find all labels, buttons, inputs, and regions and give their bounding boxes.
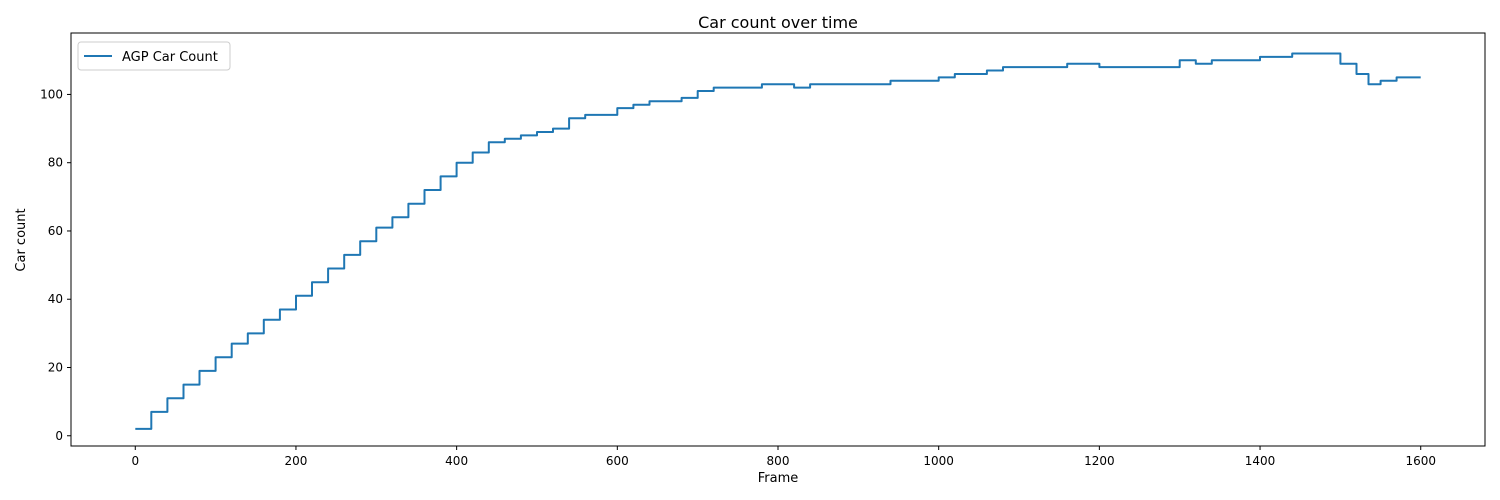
x-tick-label: 1600 — [1405, 454, 1436, 468]
legend: AGP Car Count — [77, 41, 231, 71]
x-tick-label: 1200 — [1084, 454, 1115, 468]
x-tick-label: 1000 — [923, 454, 954, 468]
legend-label: AGP Car Count — [122, 50, 218, 65]
x-axis-label: Frame — [758, 471, 799, 486]
x-tick-label: 0 — [131, 454, 139, 468]
legend-box — [77, 41, 231, 71]
y-tick-label: 100 — [40, 87, 63, 101]
x-tick-label: 800 — [767, 454, 790, 468]
x-tick-label: 400 — [445, 454, 468, 468]
y-tick-label: 0 — [55, 429, 63, 443]
x-tick-label: 1400 — [1245, 454, 1276, 468]
x-tick-label: 600 — [606, 454, 629, 468]
chart-title: Car count over time — [698, 13, 858, 32]
y-tick-label: 40 — [48, 292, 63, 306]
y-tick-label: 80 — [48, 156, 63, 170]
x-axis-ticks: 0 200 400 600 800 1000 1200 1400 1600 — [131, 446, 1436, 468]
y-axis-ticks: 0 20 40 60 80 100 — [40, 87, 71, 443]
series-line-agp-car-count — [135, 52, 1421, 430]
y-axis-label: Car count — [14, 208, 29, 271]
y-tick-label: 20 — [48, 360, 63, 374]
x-tick-label: 200 — [285, 454, 308, 468]
y-tick-label: 60 — [48, 224, 63, 238]
plot-area-frame — [70, 32, 1486, 447]
